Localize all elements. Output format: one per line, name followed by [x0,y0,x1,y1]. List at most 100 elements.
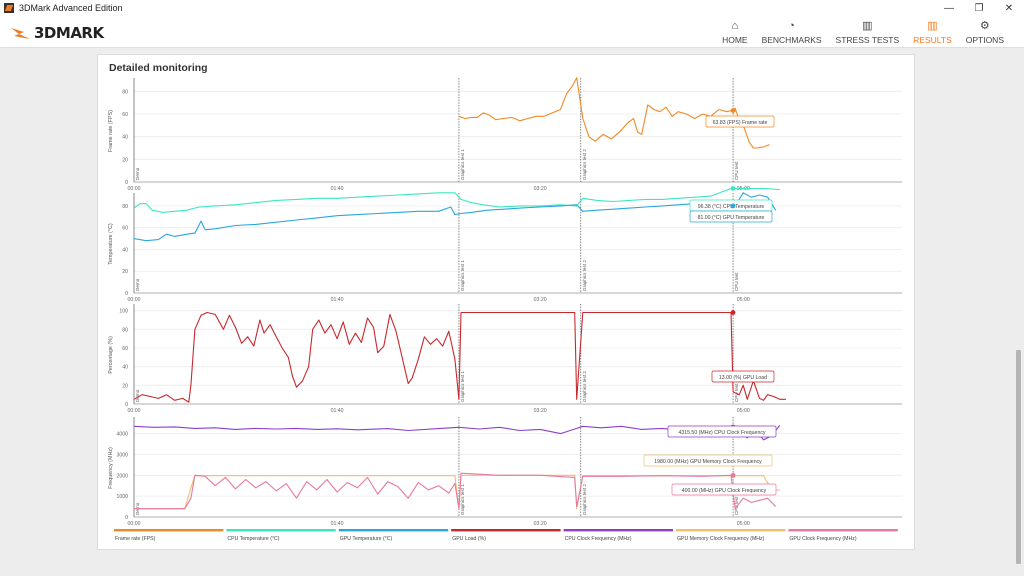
legend-swatch[interactable] [451,529,561,532]
y-tick-label: 80 [122,204,128,210]
legend-label: GPU Clock Frequency (MHz) [789,536,856,542]
scrollbar[interactable] [1015,50,1022,572]
test-marker-label: Demo [135,278,140,291]
cursor-dot [730,472,736,478]
app-icon [4,3,14,13]
nav-options-label: OPTIONS [965,34,1004,45]
series-line[interactable] [458,77,770,149]
test-marker-label: Demo [135,389,140,402]
x-tick-label: 00:00 [128,297,141,303]
test-marker-label: Graphics test 1 [460,371,465,402]
gear-icon: ⚙ [979,19,990,32]
tooltip-box [689,210,773,223]
results-chart-icon: ▥ [927,19,938,32]
tooltip-box [705,115,775,128]
x-tick-label: 01:40 [331,408,344,414]
y-tick-label: 20 [122,157,128,163]
nav-home[interactable]: ⌂ HOME [722,16,748,48]
minimize-button[interactable]: — [944,2,954,14]
y-tick-label: 0 [125,402,128,408]
test-marker-label: Graphics test 2 [582,260,587,291]
legend-swatch[interactable] [563,529,673,532]
x-tick-label: 03:20 [534,521,547,527]
tooltip-text: 4315.50 (MHz) CPU Clock Frequency [678,430,765,436]
panel-title: Detailed monitoring [109,62,208,74]
tooltip-text: 1980.00 (MHz) GPU Memory Clock Frequency [654,459,762,465]
cursor-dot [730,203,736,209]
logo-text: 3DMARK [34,24,104,42]
title-bar: 3DMark Advanced Edition — ❐ ✕ [0,0,1024,16]
window-controls: — ❐ ✕ [934,0,1024,16]
y-tick-label: 4000 [116,432,128,438]
test-marker-label: Graphics test 1 [460,484,465,515]
y-tick-label: 100 [119,309,128,315]
nav-stress-tests[interactable]: ▥ STRESS TESTS [836,16,900,48]
y-axis-label: Percentage (%) [108,336,114,374]
nav-results[interactable]: ▥ RESULTS [913,16,952,48]
x-tick-label: 01:40 [331,297,344,303]
x-tick-label: 05:00 [737,408,750,414]
close-button[interactable]: ✕ [1004,2,1014,14]
x-tick-label: 03:20 [534,408,547,414]
scrollbar-thumb[interactable] [1016,350,1021,564]
test-marker-label: CPU test [734,272,739,291]
tooltip-text: 81.00 (°C) GPU Temperature [698,215,765,221]
test-marker-label: Graphics test 1 [460,149,465,180]
series-line[interactable] [134,472,777,510]
bars-icon: ▥ [862,19,873,32]
x-tick-label: 03:20 [534,186,547,192]
test-marker-label: Graphics test 2 [582,149,587,180]
y-tick-label: 60 [122,112,128,118]
y-axis-label: Frequency (MHz) [108,447,114,489]
x-tick-label: 00:00 [128,521,141,527]
cursor-dot [730,108,736,113]
y-tick-label: 20 [122,383,128,389]
logo[interactable]: 3DMARK [10,22,104,44]
y-tick-label: 1000 [116,494,128,500]
x-tick-label: 05:00 [737,297,750,303]
y-tick-label: 40 [122,135,128,141]
tooltip-box [711,370,775,383]
y-tick-label: 3000 [116,452,128,458]
y-tick-label: 0 [125,180,128,186]
legend-swatch[interactable] [226,529,336,532]
series-line[interactable] [133,311,786,403]
test-marker-label: Graphics test 1 [460,260,465,291]
window-title: 3DMark Advanced Edition [19,3,123,13]
test-marker-label: Graphics test 2 [582,371,587,402]
legend-swatch[interactable] [114,529,224,532]
legend-label: CPU Clock Frequency (MHz) [565,536,632,542]
cursor-dot [730,186,736,191]
tooltip-text: 63.83 (FPS) Frame rate [713,120,768,126]
legend-swatch[interactable] [676,529,786,532]
tooltip-box [671,483,777,496]
test-marker-label: Demo [135,167,140,180]
y-axis-label: Frame rate (FPS) [108,110,114,152]
series-line[interactable] [133,187,780,213]
series-line[interactable] [133,192,777,242]
x-tick-label: 05:00 [737,521,750,527]
legend-swatch[interactable] [338,529,449,532]
test-marker-label: CPU test [734,383,739,402]
nav-results-label: RESULTS [913,34,952,45]
y-tick-label: 40 [122,247,128,253]
y-tick-label: 20 [122,269,128,275]
x-tick-label: 01:40 [331,186,344,192]
nav-benchmarks-label: BENCHMARKS [761,34,822,45]
test-marker-label: CPU test [734,161,739,180]
nav-benchmarks[interactable]: ◔ BENCHMARKS [762,16,822,48]
y-axis-label: Temperature (°C) [108,223,114,265]
y-tick-label: 60 [122,226,128,232]
tooltip-box [643,454,773,467]
legend-label: GPU Load (%) [452,536,486,542]
home-icon: ⌂ [731,19,739,32]
tooltip-text: 13.00 (%) GPU Load [719,375,767,381]
nav-options[interactable]: ⚙ OPTIONS [966,16,1004,48]
monitoring-charts[interactable]: 0 20 40 60 80 00:00 01:40 03:20 05:00 Frame rate … [98,55,916,551]
cursor-dot [730,310,736,315]
y-tick-label: 80 [122,327,128,333]
maximize-button[interactable]: ❐ [974,2,984,14]
nav-home-label: HOME [722,34,748,45]
x-tick-label: 00:00 [128,408,141,414]
legend-swatch[interactable] [788,529,898,532]
